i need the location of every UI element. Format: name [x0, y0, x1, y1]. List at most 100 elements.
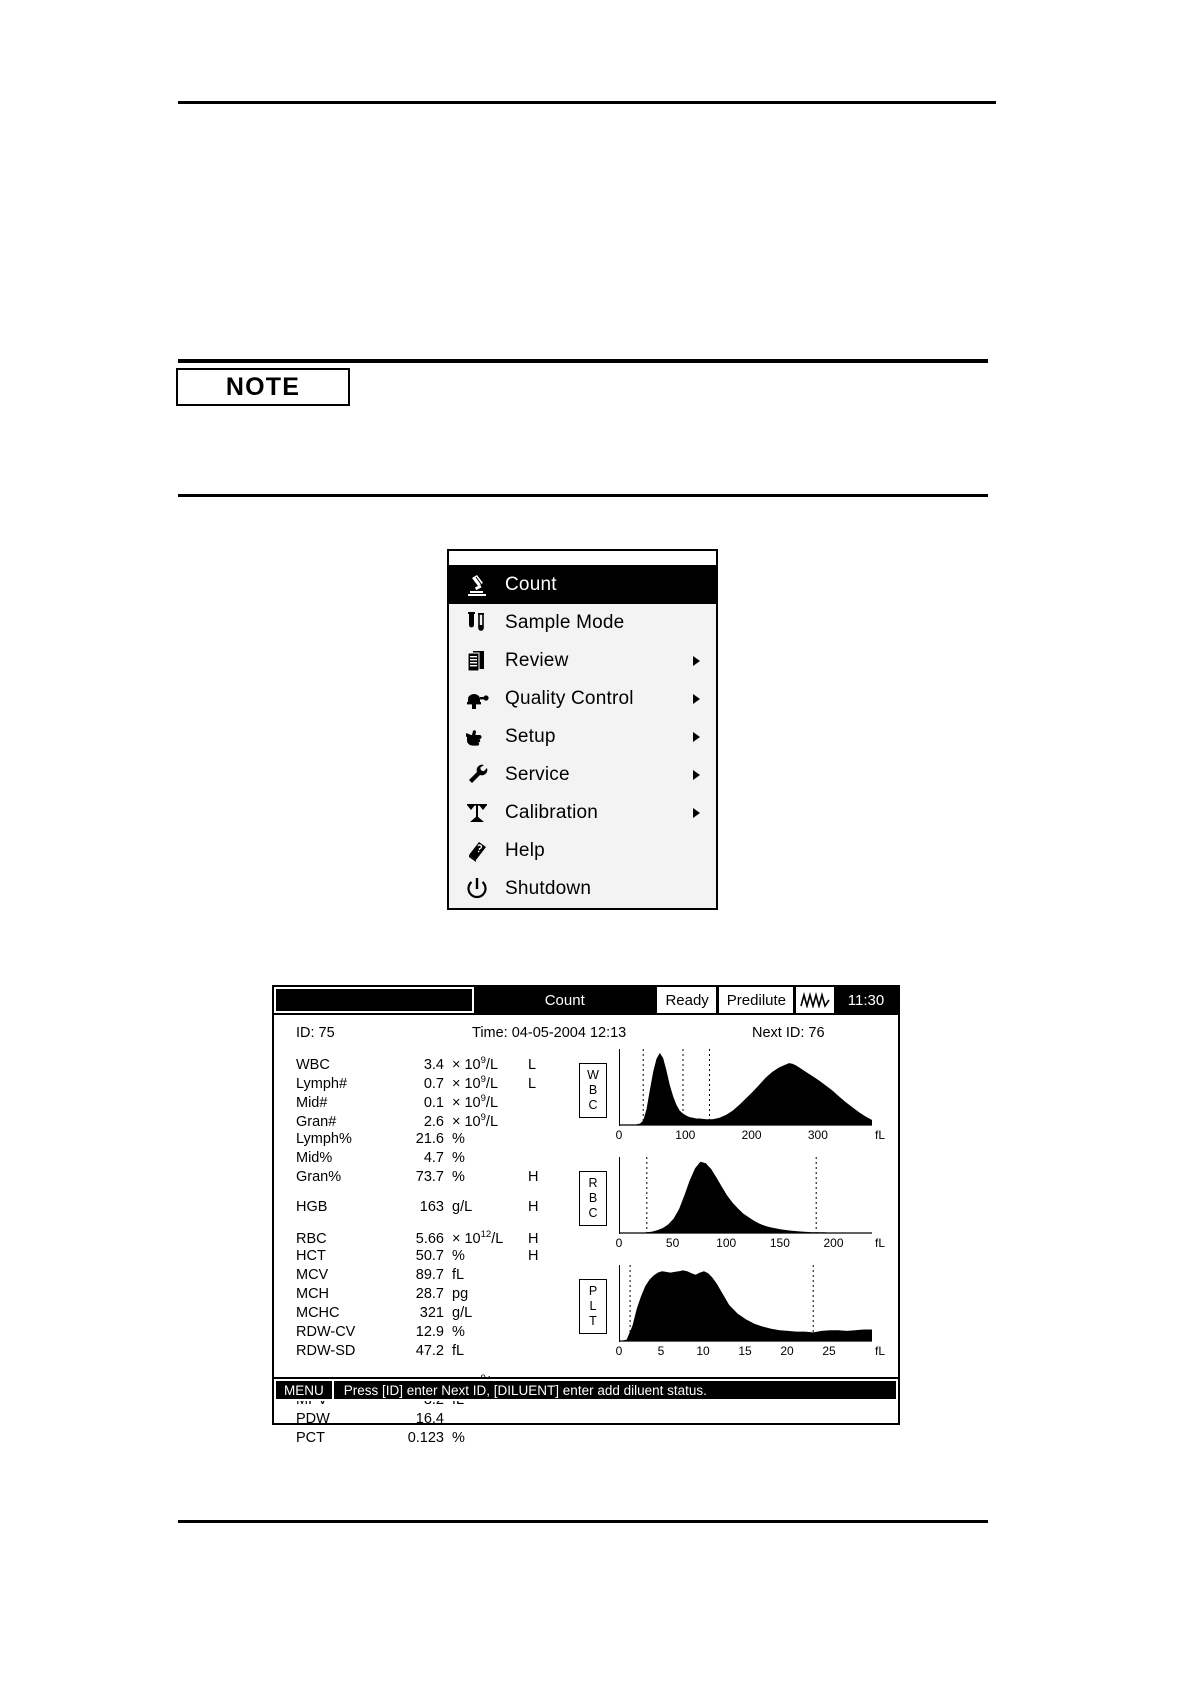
result-parameter-name: PDW — [296, 1411, 330, 1427]
axis-tick-label: 25 — [822, 1344, 836, 1358]
histogram-panel: W B C 0 100 200 300 fL R B C 0 50 100 150 200 fL P L T 0 5 10 1… — [579, 1049, 885, 1373]
menu-item-review[interactable]: Review — [449, 642, 716, 680]
waveform-icon — [793, 986, 835, 1014]
microscope-icon — [459, 570, 495, 600]
histogram-tag-letter: P — [588, 1284, 598, 1298]
menu-item-quality-control[interactable]: Quality Control — [449, 680, 716, 718]
result-row: MCH 28.7 pg — [296, 1286, 586, 1305]
menu-softkey[interactable]: MENU — [274, 1379, 334, 1401]
result-unit: % — [452, 1169, 465, 1185]
note-rule-bottom — [178, 494, 988, 497]
menu-titlebar — [449, 551, 716, 566]
result-value: 3.4 — [423, 1056, 444, 1073]
menu-item-label: Service — [505, 764, 570, 785]
result-unit: g/L — [452, 1305, 473, 1321]
result-row: RBC 5.66 × 1012/L H — [296, 1229, 586, 1248]
main-menu[interactable]: Count Sample Mode Review Quality Control Set… — [447, 549, 718, 910]
histogram-tag-letter: C — [588, 1098, 598, 1112]
result-row: Mid% 4.7% — [296, 1150, 586, 1169]
result-value: 0.1 — [423, 1094, 444, 1111]
result-value: 47.2 — [415, 1343, 444, 1359]
result-parameter-name: RDW-CV — [296, 1324, 356, 1340]
book-help-icon — [459, 836, 495, 866]
menu-item-service[interactable]: Service — [449, 756, 716, 794]
menu-item-label: Count — [505, 574, 557, 595]
menu-item-setup[interactable]: Setup — [449, 718, 716, 756]
menu-item-count[interactable]: Count — [449, 566, 716, 604]
wrench-icon — [459, 760, 495, 790]
power-icon — [459, 874, 495, 904]
page-rule-top — [178, 101, 996, 104]
magnifier-plug-icon — [459, 684, 495, 714]
topbar-id-field[interactable] — [274, 987, 474, 1013]
result-unit: g/L — [452, 1199, 473, 1215]
axis-tick-label: 0 — [615, 1128, 623, 1142]
result-unit: fL — [452, 1267, 465, 1283]
result-value: 2.6 — [423, 1113, 444, 1130]
histogram-tag-letter: B — [588, 1083, 598, 1097]
result-parameter-name: RBC — [296, 1230, 327, 1247]
result-row: MCHC 321 g/L — [296, 1305, 586, 1324]
screen-body: ID: 75 Time: 04-05-2004 12:13 Next ID: 7… — [274, 1015, 898, 1446]
result-unit: pg — [452, 1286, 469, 1302]
result-parameter-name: Gran# — [296, 1113, 337, 1130]
menu-item-label: Quality Control — [505, 688, 634, 709]
menu-item-label: Sample Mode — [505, 612, 625, 633]
menu-item-calibration[interactable]: Calibration — [449, 794, 716, 832]
note-label: NOTE — [225, 372, 301, 401]
analyzer-screen: Count Ready Predilute 11:30 ID: 75 Time:… — [272, 985, 900, 1446]
result-value: 12.9 — [415, 1324, 444, 1340]
result-parameter-name: Mid# — [296, 1094, 328, 1111]
menu-item-shutdown[interactable]: Shutdown — [449, 870, 716, 908]
result-value: 0.7 — [423, 1075, 444, 1092]
histogram-plt: P L T 0 5 10 15 20 25 fL — [579, 1265, 885, 1363]
result-flag: H — [528, 1230, 539, 1247]
result-unit: × 1012/L — [452, 1229, 504, 1247]
result-row: Mid# 0.1 × 109/L — [296, 1093, 586, 1112]
result-parameter-name: HCT — [296, 1248, 326, 1264]
documents-icon — [459, 646, 495, 676]
menu-item-help[interactable]: Help — [449, 832, 716, 870]
result-parameter-name: MCV — [296, 1267, 329, 1283]
pointing-hand-icon — [459, 722, 495, 752]
result-parameter-name: PCT — [296, 1430, 325, 1446]
result-value: 16.4 — [415, 1411, 444, 1427]
result-parameter-name: MCHC — [296, 1305, 340, 1321]
result-value: 89.7 — [415, 1267, 444, 1283]
result-unit: × 109/L — [452, 1112, 499, 1130]
result-value: 28.7 — [415, 1286, 444, 1302]
menu-item-label: Shutdown — [505, 878, 592, 899]
next-sample-id: Next ID: 76 — [752, 1025, 825, 1041]
test-tubes-icon — [459, 608, 495, 638]
submenu-arrow-icon — [693, 694, 700, 704]
result-unit: fL — [452, 1343, 465, 1359]
axis-unit-label: fL — [874, 1236, 885, 1250]
result-row: RDW-CV 12.9% — [296, 1324, 586, 1343]
result-parameter-name: WBC — [296, 1056, 330, 1073]
axis-unit-label: fL — [874, 1344, 885, 1358]
note-rule-top — [178, 359, 988, 363]
histogram-tag-letter: C — [588, 1206, 598, 1220]
histogram-plot-wbc — [619, 1049, 879, 1126]
result-row: HGB 163 g/L H — [296, 1199, 586, 1218]
sample-mode-badge: Predilute — [715, 986, 796, 1014]
result-row: HCT 50.7% H — [296, 1248, 586, 1267]
histogram-tag-letter: B — [588, 1191, 598, 1205]
axis-tick-label: 0 — [615, 1236, 623, 1250]
axis-tick-label: 100 — [716, 1236, 737, 1250]
result-unit: % — [452, 1324, 465, 1340]
result-unit: % — [452, 1150, 465, 1166]
result-unit: × 109/L — [452, 1074, 499, 1092]
axis-tick-label: 50 — [665, 1236, 680, 1250]
menu-item-sample-mode[interactable]: Sample Mode — [449, 604, 716, 642]
histogram-tag-letter: R — [588, 1176, 598, 1190]
result-row: Lymph# 0.7 × 109/L L — [296, 1074, 586, 1093]
status-hint: Press [ID] enter Next ID, [DILUENT] ente… — [333, 1379, 898, 1401]
result-flag: L — [528, 1056, 537, 1073]
result-unit: × 109/L — [452, 1055, 499, 1073]
histogram-plot-plt — [619, 1265, 879, 1342]
clock-time: 11:30 — [834, 987, 898, 1013]
